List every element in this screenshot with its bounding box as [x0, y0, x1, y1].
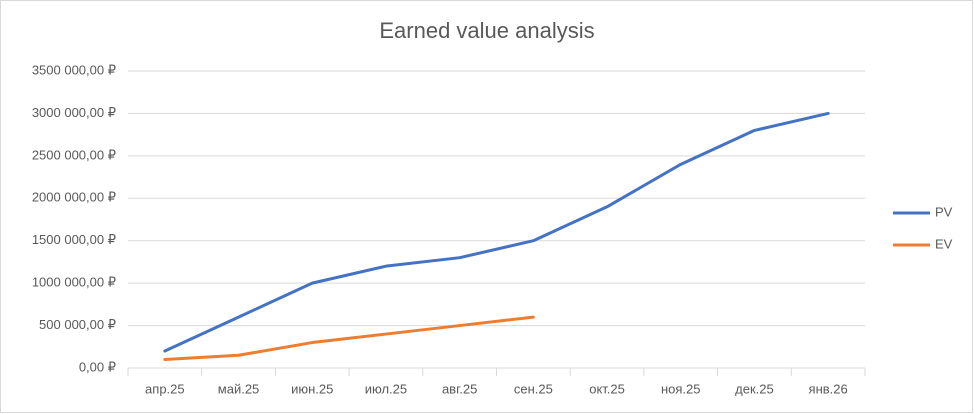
y-tick-label: 1000 000,00 ₽ — [32, 275, 116, 290]
x-tick-label: апр.25 — [145, 381, 185, 396]
y-tick-label: 3500 000,00 ₽ — [32, 62, 116, 77]
x-tick-label: дек.25 — [735, 381, 774, 396]
x-tick-label: май.25 — [218, 381, 260, 396]
x-tick-label: янв.26 — [809, 381, 848, 396]
legend-label: PV — [935, 204, 953, 219]
x-tick-label: авг.25 — [442, 381, 477, 396]
y-tick-label: 1500 000,00 ₽ — [32, 232, 116, 247]
chart-title: Earned value analysis — [379, 18, 594, 43]
x-tick-label: июн.25 — [291, 381, 333, 396]
y-tick-label: 500 000,00 ₽ — [39, 317, 116, 332]
x-tick-label: июл.25 — [365, 381, 407, 396]
legend-label: EV — [935, 236, 953, 251]
y-tick-label: 2500 000,00 ₽ — [32, 147, 116, 162]
y-tick-label: 0,00 ₽ — [79, 359, 116, 374]
series-line — [163, 315, 535, 362]
x-tick-label: сен.25 — [514, 381, 553, 396]
series-line — [163, 111, 830, 353]
y-tick-label: 2000 000,00 ₽ — [32, 190, 116, 205]
x-tick-label: ноя.25 — [661, 381, 701, 396]
x-tick-label: окт.25 — [589, 381, 625, 396]
y-tick-label: 3000 000,00 ₽ — [32, 105, 116, 120]
